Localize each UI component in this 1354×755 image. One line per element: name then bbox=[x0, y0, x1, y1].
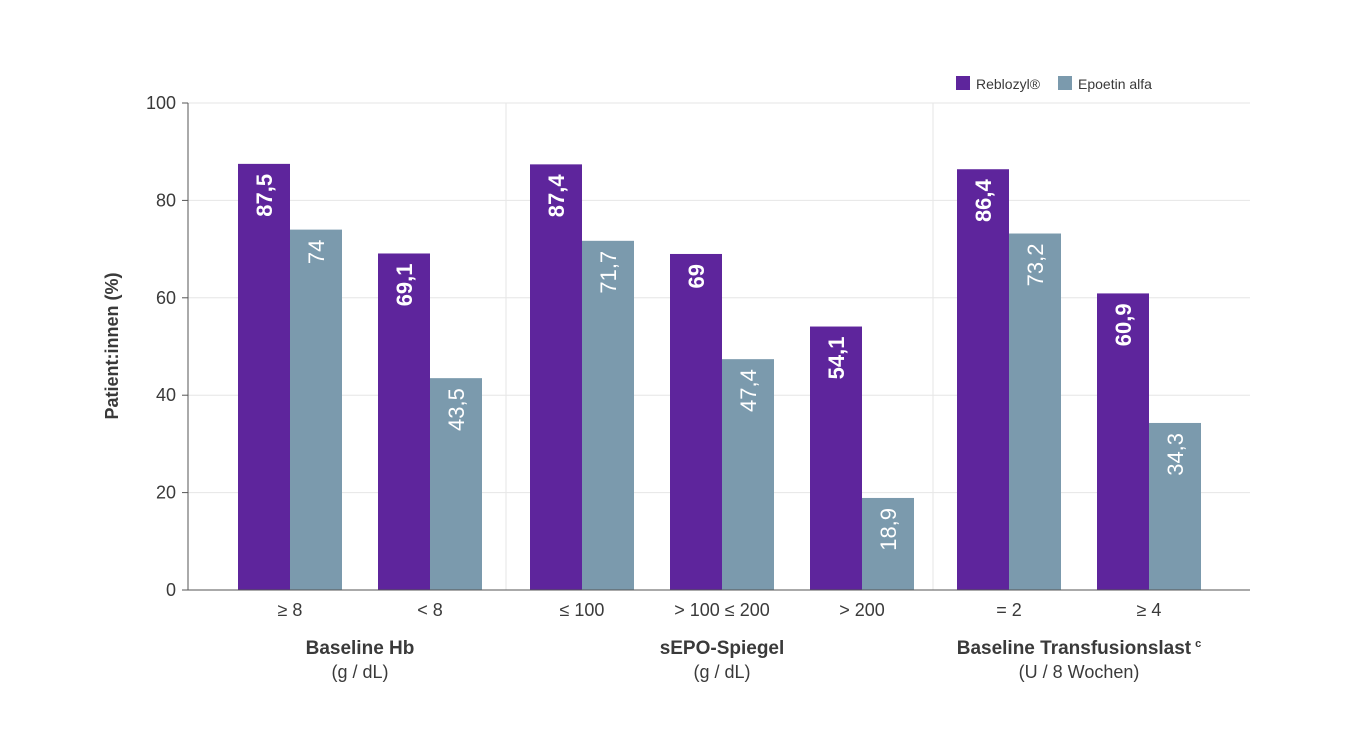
bar-reblozyl bbox=[378, 253, 430, 590]
legend-swatch-epoetin bbox=[1058, 76, 1072, 90]
bar-epoetin bbox=[722, 359, 774, 590]
bar-epoetin bbox=[290, 229, 342, 590]
bar-reblozyl bbox=[957, 169, 1009, 590]
y-axis-label: Patient:innen (%) bbox=[102, 272, 122, 419]
group-subtitle: (g / dL) bbox=[693, 662, 750, 682]
data-label: 69 bbox=[684, 264, 709, 288]
legend-label-epoetin: Epoetin alfa bbox=[1078, 76, 1152, 92]
data-label: 69,1 bbox=[392, 263, 417, 306]
data-label: 86,4 bbox=[971, 178, 996, 222]
bars bbox=[238, 163, 1201, 591]
bar-reblozyl bbox=[810, 326, 862, 590]
data-label: 87,4 bbox=[544, 174, 569, 218]
x-tick-label: ≥ 8 bbox=[278, 600, 303, 620]
group-title-superscript: c bbox=[1195, 638, 1201, 650]
data-label: 87,5 bbox=[252, 174, 277, 217]
x-tick-label: > 100 ≤ 200 bbox=[674, 600, 769, 620]
bar-epoetin bbox=[582, 240, 634, 591]
group-labels: Baseline Hb (g / dL) sEPO-Spiegel (g / dL) B… bbox=[306, 638, 1202, 682]
value-labels: 87,5 69,1 87,4 69 54,1 86,4 60,9 74 43,5 71,7 47,4… bbox=[252, 174, 1188, 551]
bar-epoetin bbox=[1009, 233, 1061, 591]
y-tick-label: 40 bbox=[156, 385, 176, 405]
legend-label-reblozyl: Reblozyl® bbox=[976, 76, 1041, 92]
bar-reblozyl bbox=[1097, 293, 1149, 590]
legend-swatch-reblozyl bbox=[956, 76, 970, 90]
data-label: 73,2 bbox=[1023, 244, 1048, 287]
group-subtitle: (U / 8 Wochen) bbox=[1019, 662, 1140, 682]
bar-reblozyl bbox=[670, 253, 722, 590]
group-separators bbox=[505, 103, 934, 590]
group-title: Baseline Transfusionslast c bbox=[957, 638, 1202, 659]
data-label: 43,5 bbox=[444, 388, 469, 431]
group-title: Baseline Hb bbox=[306, 638, 415, 659]
axes: 0 20 40 60 80 100 bbox=[146, 93, 1250, 600]
data-label: 71,7 bbox=[596, 251, 621, 294]
x-tick-label: ≤ 100 bbox=[560, 600, 605, 620]
bar-epoetin bbox=[1149, 422, 1201, 590]
bar-epoetin bbox=[862, 497, 914, 590]
bar-reblozyl bbox=[238, 163, 290, 590]
data-label: 47,4 bbox=[736, 369, 761, 412]
data-label: 18,9 bbox=[876, 508, 901, 551]
group-title: sEPO-Spiegel bbox=[660, 638, 785, 659]
group-subtitle: (g / dL) bbox=[331, 662, 388, 682]
y-tick-label: 0 bbox=[166, 580, 176, 600]
x-tick-label: < 8 bbox=[417, 600, 443, 620]
x-tick-label: = 2 bbox=[996, 600, 1022, 620]
y-tick-label: 20 bbox=[156, 483, 176, 503]
data-label: 54,1 bbox=[824, 337, 849, 380]
data-label: 74 bbox=[304, 240, 329, 264]
x-tick-label: ≥ 4 bbox=[1137, 600, 1162, 620]
legend: Reblozyl® Epoetin alfa bbox=[956, 76, 1152, 92]
data-label: 60,9 bbox=[1111, 303, 1136, 346]
bar-reblozyl bbox=[530, 164, 582, 590]
bar-epoetin bbox=[430, 378, 482, 590]
category-labels: ≥ 8 < 8 ≤ 100 > 100 ≤ 200 > 200 = 2 ≥ 4 bbox=[278, 600, 1162, 620]
x-tick-label: > 200 bbox=[839, 600, 885, 620]
y-tick-label: 60 bbox=[156, 288, 176, 308]
data-label: 34,3 bbox=[1163, 433, 1188, 476]
y-tick-label: 80 bbox=[156, 190, 176, 210]
y-tick-label: 100 bbox=[146, 93, 176, 113]
